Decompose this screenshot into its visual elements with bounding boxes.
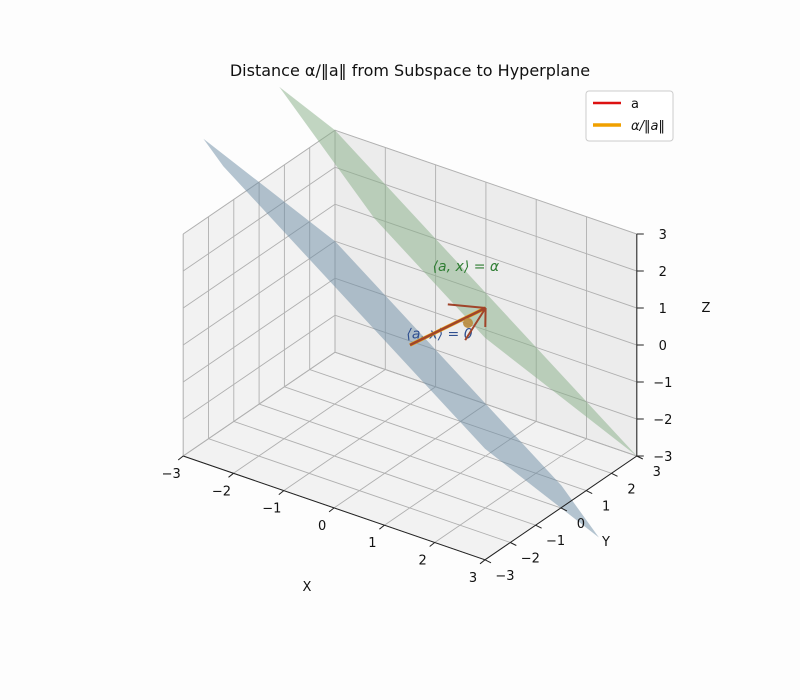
x-tick	[429, 542, 436, 547]
legend-label: α/‖a‖	[631, 119, 665, 134]
plane-subspace	[203, 138, 599, 538]
x-tick-label: −2	[212, 484, 231, 499]
y-tick	[510, 542, 517, 546]
y-tick-label: 3	[653, 465, 661, 480]
vector-a	[409, 306, 487, 347]
x-tick-label: −3	[162, 467, 181, 482]
planes: ⟨a, x⟩ = 0⟨a, x⟩ = α	[203, 86, 637, 538]
z-tick-label: −2	[653, 413, 672, 428]
plane-hyperplane	[279, 86, 637, 457]
x-tick-label: 1	[368, 536, 376, 551]
y-tick	[585, 490, 593, 495]
vector-a-head	[464, 307, 487, 341]
y-tick-label: 2	[627, 482, 635, 497]
x-tick	[278, 490, 285, 495]
y-tick-label: 0	[577, 517, 585, 532]
vector-a-head	[447, 303, 486, 309]
legend-label: a	[631, 97, 639, 112]
z-tick-label: 3	[659, 228, 667, 243]
y-tick	[535, 524, 542, 529]
x-tick	[328, 507, 335, 513]
grid-line-y	[334, 130, 637, 457]
foot-point	[463, 318, 473, 328]
z-tick-label: 0	[659, 339, 667, 354]
y-tick	[484, 559, 492, 564]
z-tick-label: 2	[659, 265, 667, 280]
y-tick	[611, 472, 618, 477]
x-axis-label: X	[303, 580, 312, 595]
y-tick-label: 1	[602, 500, 610, 515]
z-tick-label: −1	[653, 376, 672, 391]
x-tick-label: 0	[318, 519, 326, 534]
x-tick	[379, 524, 385, 530]
z-tick-label: 1	[659, 302, 667, 317]
x-tick-label: 3	[469, 571, 477, 586]
y-tick	[560, 507, 568, 512]
z-axis-label: Z	[702, 301, 711, 316]
legend: a α/‖a‖	[585, 90, 674, 142]
y-axis-label: Y	[601, 535, 610, 550]
chart-title: Distance α/‖a‖ from Subspace to Hyperpla…	[230, 61, 590, 80]
x-tick	[479, 559, 486, 565]
x-tick	[177, 455, 184, 461]
x-tick-label: −1	[262, 502, 281, 517]
plane-label-hyperplane: ⟨a, x⟩ = α	[433, 259, 500, 275]
y-tick-label: −2	[521, 552, 540, 567]
x-tick	[228, 472, 234, 478]
axes: −3 −3 −3 −2 −2 −2 −1 −1 −1 0 0 0 1 1 1 2 2 2 3 3 3 X Y Z	[162, 228, 711, 595]
y-tick-label: −1	[546, 534, 565, 549]
x-tick-label: 2	[419, 554, 427, 569]
y-tick	[636, 455, 644, 460]
z-tick-label: −3	[653, 450, 672, 465]
y-tick-label: −3	[495, 569, 514, 584]
vectors	[409, 303, 487, 347]
